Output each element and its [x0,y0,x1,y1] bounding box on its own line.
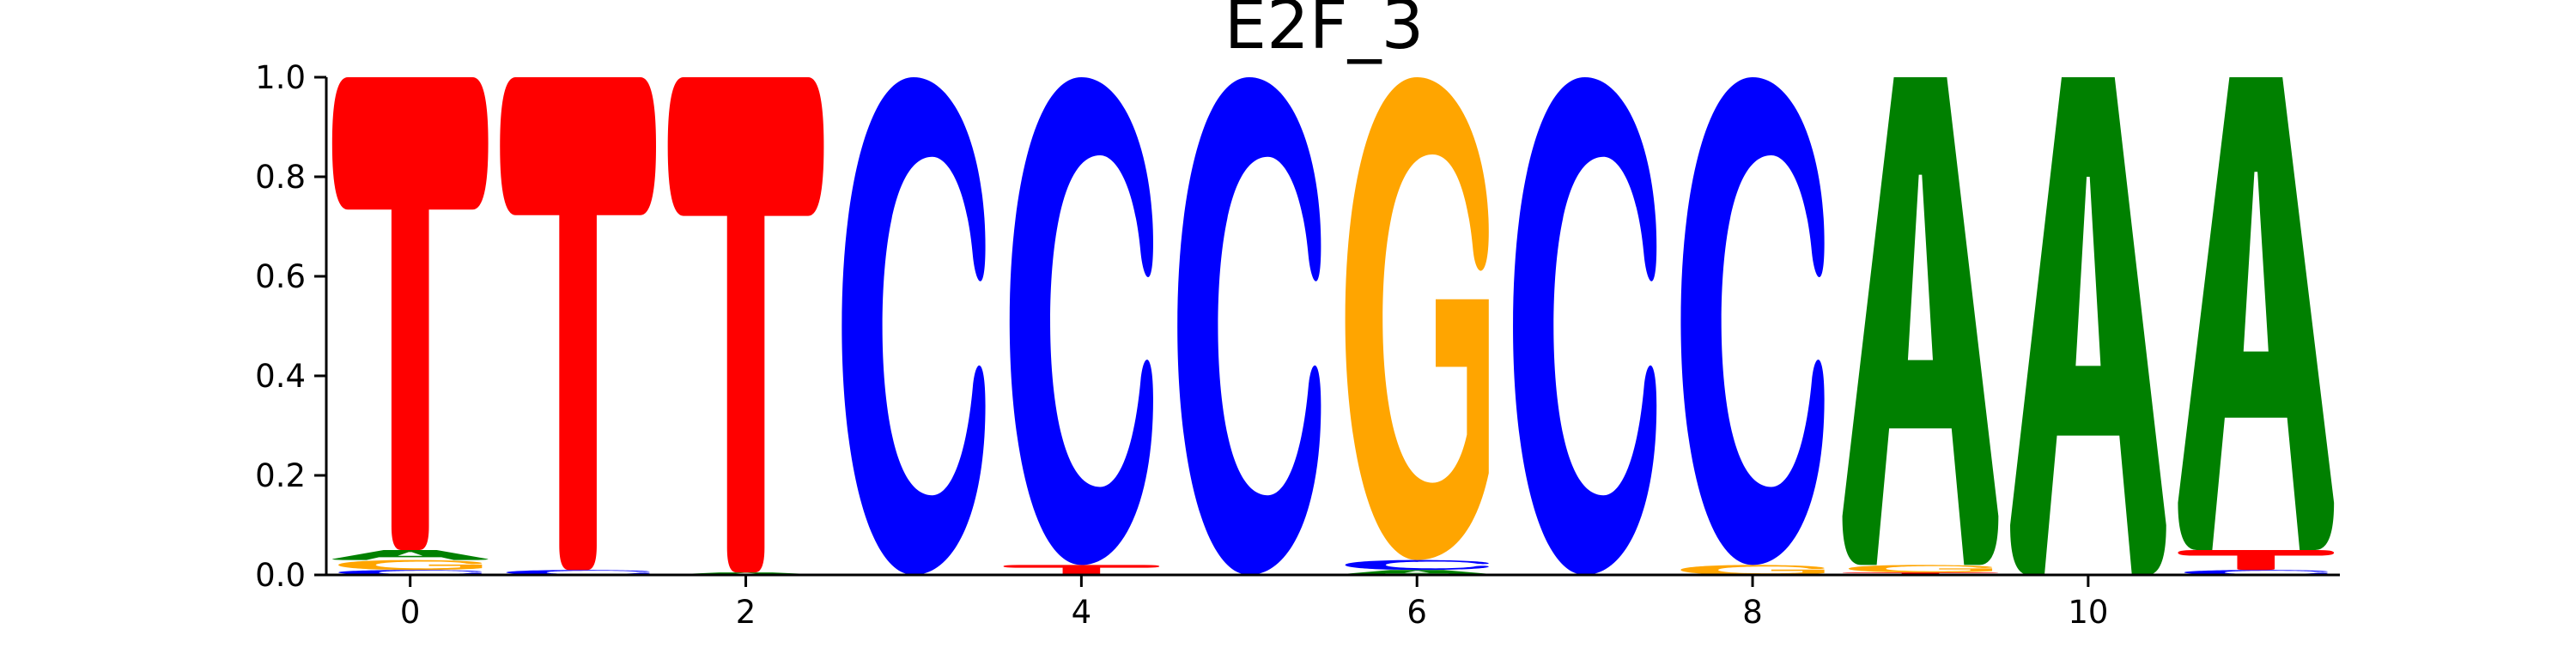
glyph-T-pos-2 [667,77,824,573]
x-tick-label: 0 [400,594,421,631]
chart-title: E2F_3 [1224,0,1424,64]
y-tick-label: 1.0 [255,59,306,96]
x-tick-label: 2 [736,594,756,631]
glyph-G-pos-6 [1345,77,1489,560]
x-tick-label: 4 [1072,594,1092,631]
x-tick-label: 6 [1406,594,1427,631]
glyph-C-pos-7 [1513,77,1657,575]
glyph-A-pos-11 [2178,77,2335,550]
y-tick-label: 0.8 [255,159,306,196]
axes: 0.0 0.2 0.4 0.6 0.8 1.0 0 2 4 6 8 10 [255,59,2340,631]
y-tick-label: 0.4 [255,358,306,395]
glyph-G-pos-0 [338,559,483,571]
glyph-A-pos-0 [331,550,489,560]
glyph-A-pos-10 [2010,77,2166,575]
glyph-T-pos-11 [2178,550,2335,571]
y-tick-label: 0.0 [255,557,306,594]
glyph-C-pos-6 [1345,559,1489,571]
glyph-T-pos-0 [331,77,489,550]
x-tick-label: 10 [2068,594,2108,631]
y-tick-label: 0.6 [255,258,306,295]
glyph-G-pos-8 [1680,565,1825,575]
glyph-T-pos-1 [500,77,656,571]
glyph-C-pos-4 [1009,77,1153,565]
glyph-C-pos-8 [1680,77,1825,565]
glyph-T-pos-4 [1003,565,1160,575]
y-tick-label: 0.2 [255,457,306,494]
glyph-G-pos-9 [1848,565,1993,573]
plot-area [331,77,2335,575]
glyph-A-pos-9 [1842,77,1999,565]
x-tick-label: 8 [1742,594,1763,631]
glyph-C-pos-3 [841,77,986,575]
glyph-C-pos-5 [1177,77,1321,575]
